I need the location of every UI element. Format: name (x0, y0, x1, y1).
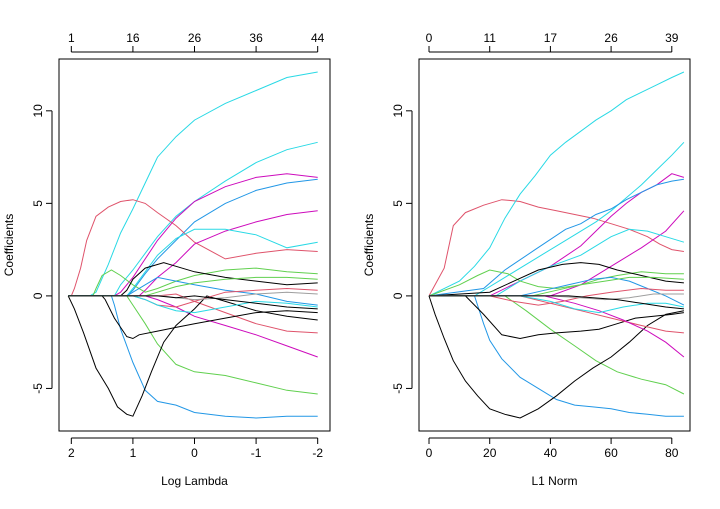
coefficient-path-11 (68, 295, 318, 358)
coefficient-path-5 (68, 199, 318, 297)
coefficient-path-15 (68, 295, 318, 340)
coefficient-path-17 (68, 287, 318, 308)
x-tick-label: 2 (68, 446, 75, 460)
coefficient-path-19 (68, 276, 318, 297)
coefficient-path-6 (68, 210, 318, 297)
coefficient-path-8 (428, 269, 684, 297)
coefficient-path-4 (68, 178, 318, 297)
y-tick-label: -5 (391, 383, 405, 394)
y-tick-label: 10 (31, 104, 45, 118)
series-lines (428, 71, 685, 419)
coefficient-path-7 (68, 228, 318, 297)
y-tick-label: 5 (391, 200, 405, 207)
x-tick-label: -1 (251, 446, 262, 460)
coefficient-path-3 (429, 141, 685, 297)
y-tick-label: 10 (391, 104, 405, 118)
x-axis-title: L1 Norm (531, 474, 577, 488)
top-tick-label: 16 (126, 31, 140, 45)
coefficient-path-13 (429, 295, 684, 340)
coefficient-path-11 (429, 295, 685, 395)
coefficient-path-21 (68, 295, 318, 310)
y-axis-title: Coefficients (362, 214, 376, 276)
coefficient-path-1 (68, 71, 318, 297)
plot-frame (58, 58, 331, 432)
coefficient-path-21 (429, 295, 684, 310)
x-tick-label: 0 (426, 446, 433, 460)
x-tick-label: 40 (544, 446, 558, 460)
y-tick-label: 5 (31, 200, 45, 207)
top-tick-label: 36 (249, 31, 263, 45)
l1-norm-panel: 0 20 40 60 80 0 11 17 26 39 -5 0 5 10 L1 Norm Coefficie… (362, 31, 691, 488)
top-tick-label: 0 (426, 31, 433, 45)
coefficient-path-2 (428, 71, 685, 297)
coefficient-path-13 (68, 295, 318, 419)
coefficient-path-14 (67, 295, 318, 417)
top-tick-label: 26 (188, 31, 202, 45)
y-tick-label: 0 (391, 292, 405, 299)
coefficient-path-12 (68, 295, 318, 395)
x-tick-label: 80 (665, 446, 679, 460)
log-lambda-panel: -2 -1 0 1 2 44 36 26 16 1 -5 0 5 10 Log Lambda Coeffici… (2, 31, 331, 488)
coefficient-path-18 (429, 295, 684, 314)
top-tick-label: 17 (544, 31, 558, 45)
top-tick-label: 26 (604, 31, 618, 45)
x-tick-label: 1 (130, 446, 137, 460)
coefficient-path-12 (428, 295, 684, 419)
coefficient-path-2 (68, 141, 318, 297)
coefficient-path-17 (429, 287, 684, 306)
x-tick-label: 0 (191, 446, 198, 460)
coefficient-path-9 (68, 262, 318, 297)
top-tick-label: 44 (311, 31, 325, 45)
top-tick-label: 11 (483, 31, 496, 45)
coefficient-path-3 (68, 173, 318, 297)
coefficient-path-10 (429, 295, 684, 417)
coefficient-path-5 (428, 178, 684, 297)
coefficient-path-15 (429, 295, 685, 358)
y-axis-title: Coefficients (2, 214, 16, 276)
x-axis-title: Log Lambda (161, 474, 228, 488)
coefficient-path-18 (68, 295, 318, 314)
coefficient-path-1 (428, 199, 684, 297)
coefficient-path-19 (429, 276, 684, 297)
x-tick-label: -2 (312, 446, 323, 460)
top-tick-label: 39 (665, 31, 679, 45)
coefficient-path-7 (429, 228, 685, 297)
y-tick-label: -5 (31, 383, 45, 394)
coefficient-path-8 (68, 267, 318, 297)
x-tick-label: 20 (483, 446, 497, 460)
coefficient-path-16 (429, 276, 685, 306)
plot-frame (418, 58, 691, 432)
coefficient-path-4 (429, 173, 685, 297)
x-tick-label: 60 (604, 446, 618, 460)
y-tick-label: 0 (31, 292, 45, 299)
coefficient-path-6 (429, 210, 685, 297)
coefficient-path-16 (68, 276, 318, 306)
top-tick-label: 1 (68, 31, 75, 45)
series-lines (67, 71, 318, 419)
coefficient-path-20 (68, 291, 318, 301)
